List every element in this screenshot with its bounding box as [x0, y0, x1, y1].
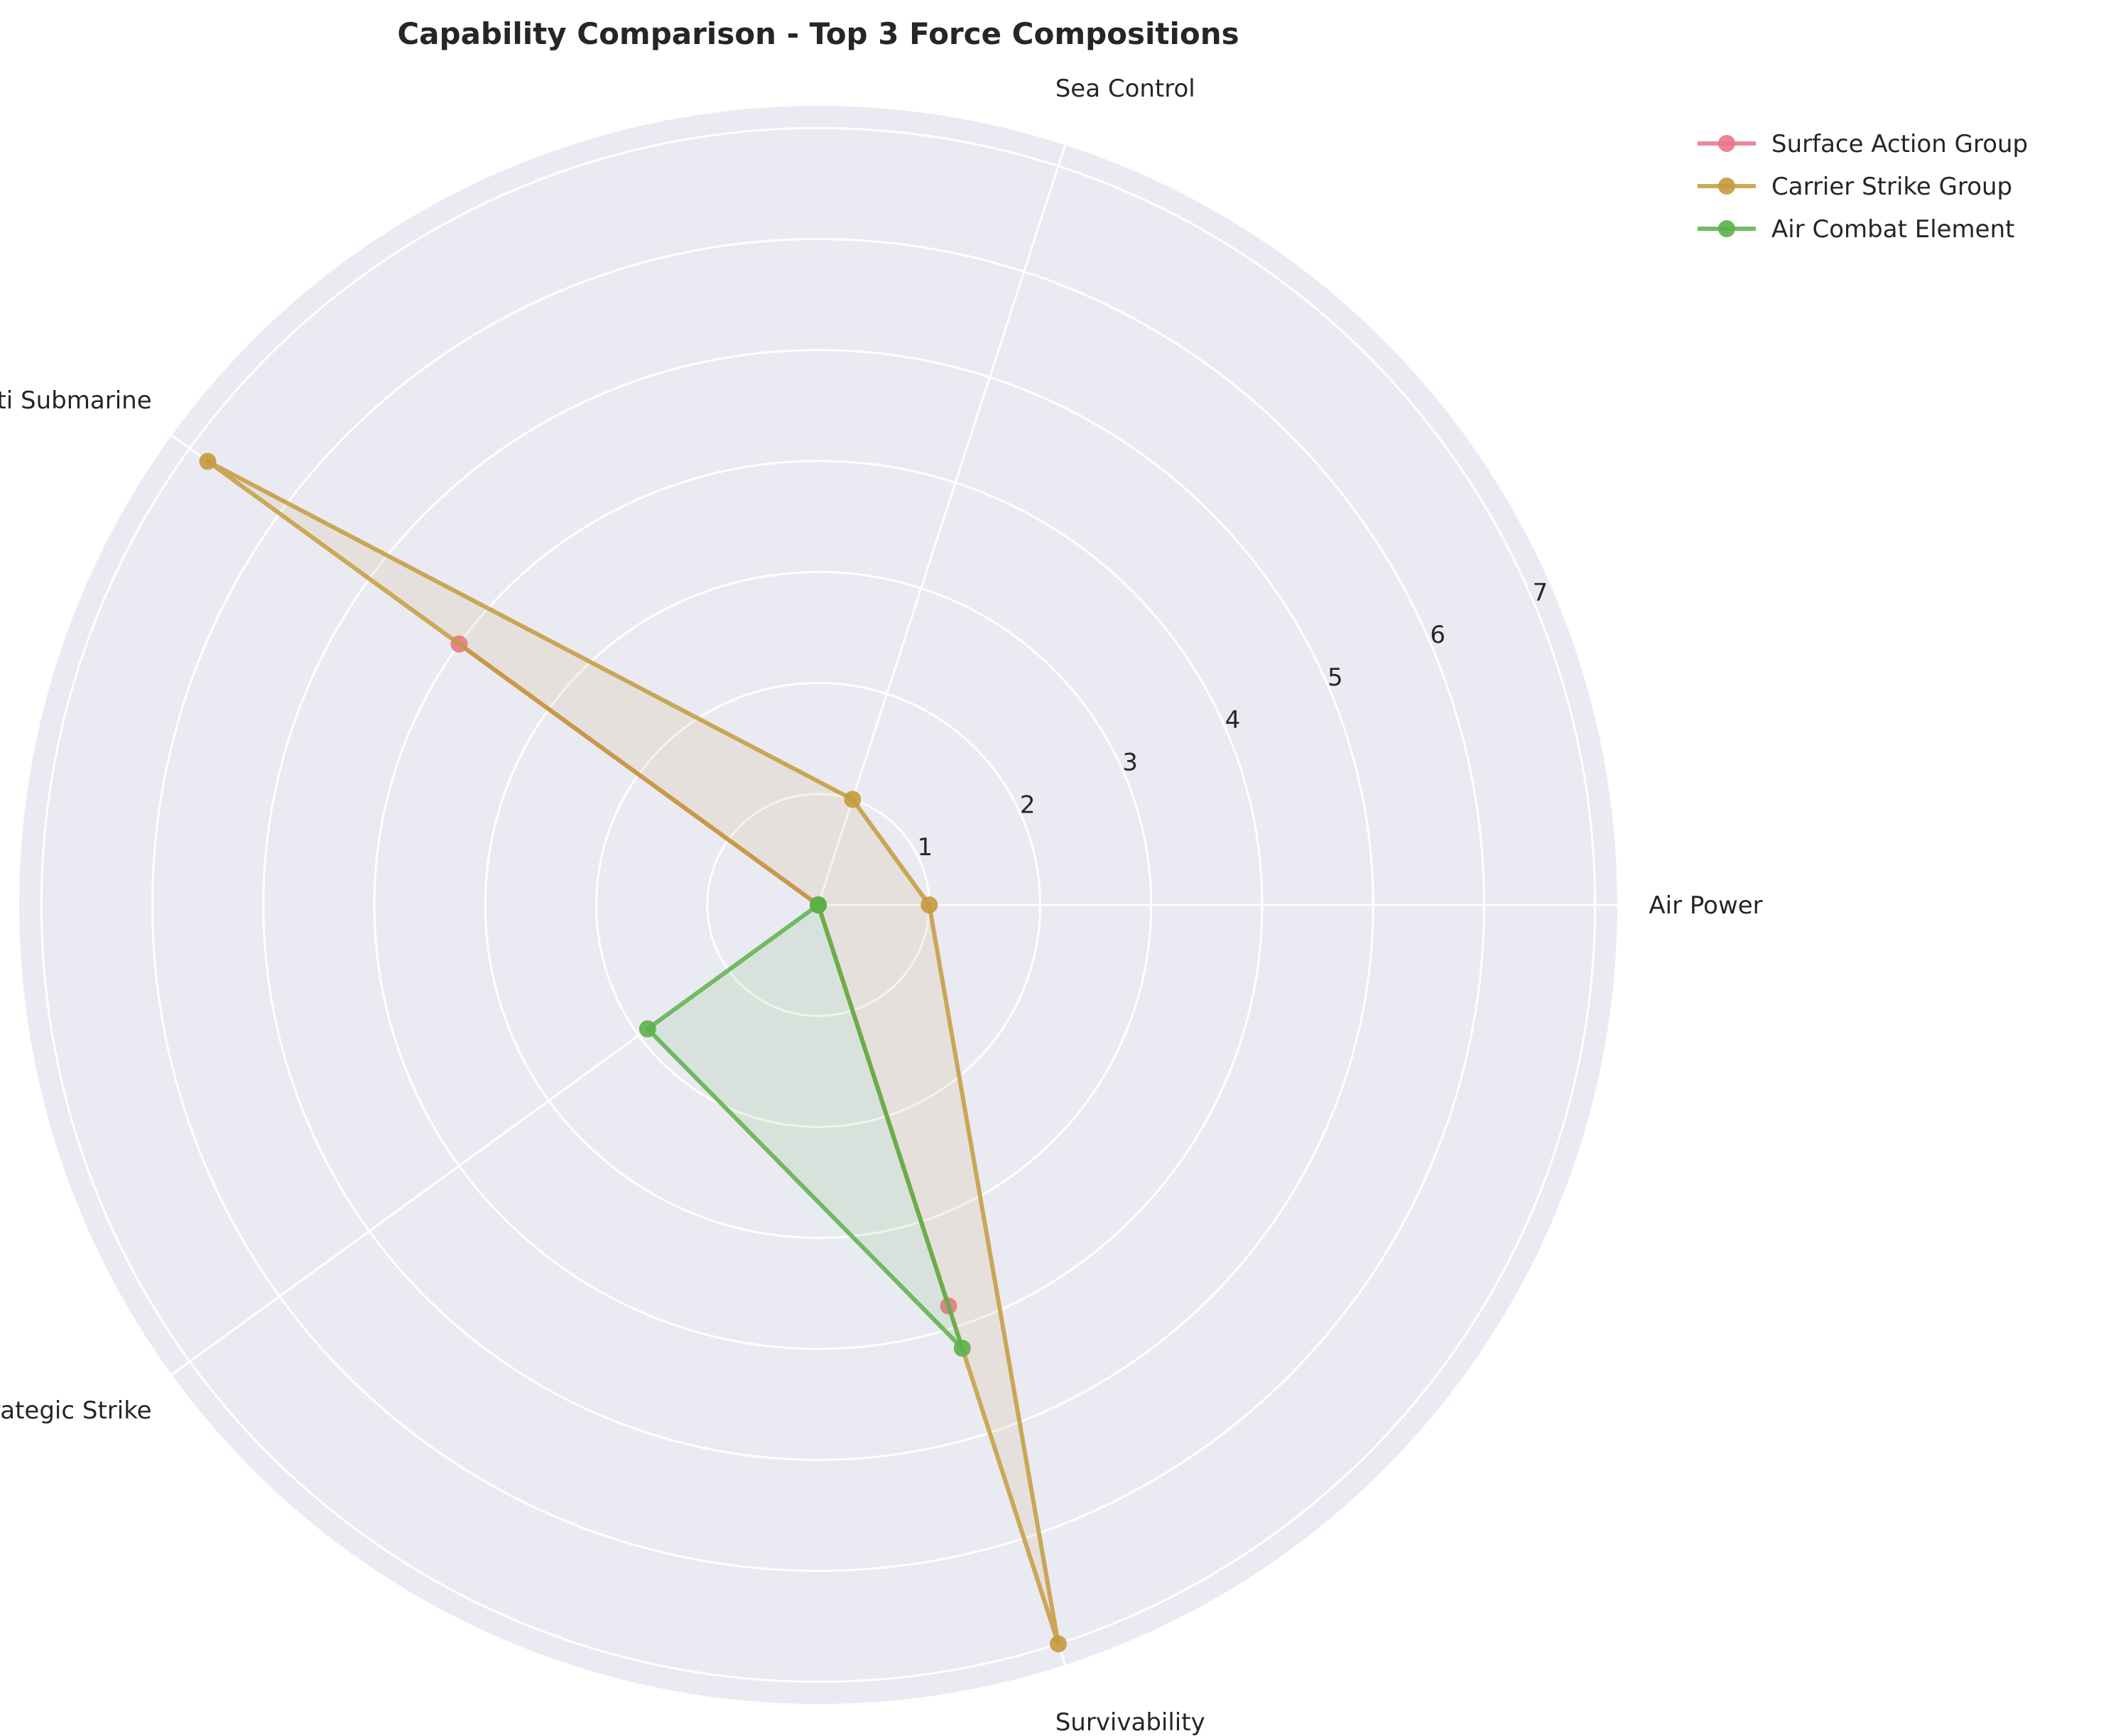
- tick-label: 6: [1430, 621, 1445, 649]
- radial-tick-labels: 1 2 3 4 5 6 7: [918, 578, 1548, 862]
- legend-marker: [1718, 220, 1735, 237]
- legend-label: Air Combat Element: [1771, 215, 2014, 244]
- series-group: [639, 896, 971, 1357]
- grid-spoke: [817, 144, 1067, 906]
- legend-item[interactable]: Carrier Strike Group: [1698, 173, 2012, 201]
- data-point: [844, 791, 862, 808]
- legend-marker: [1718, 135, 1735, 152]
- tick-label: 5: [1328, 663, 1343, 692]
- category-label: Air Power: [1649, 891, 1762, 920]
- category-label: Strategic Strike: [0, 1396, 152, 1425]
- series-line: [205, 459, 1060, 1647]
- tick-label: 2: [1020, 791, 1036, 819]
- data-point: [810, 896, 827, 913]
- data-series: [199, 452, 1067, 1653]
- tick-label: 4: [1225, 706, 1241, 734]
- category-label: Anti Submarine: [0, 386, 152, 415]
- legend[interactable]: Surface Action Group Carrier Strike Group…: [1698, 130, 2028, 244]
- legend-item[interactable]: Air Combat Element: [1698, 215, 2014, 244]
- legend-label: Surface Action Group: [1771, 130, 2028, 158]
- category-label: Survivability: [1055, 1708, 1205, 1736]
- tick-label: 3: [1122, 749, 1138, 777]
- legend-item[interactable]: Surface Action Group: [1698, 130, 2028, 158]
- legend-marker: [1718, 178, 1735, 195]
- series-fill: [207, 461, 1058, 1644]
- data-point: [639, 1020, 656, 1038]
- data-point: [953, 1340, 971, 1357]
- data-point: [1049, 1635, 1067, 1653]
- series-line: [645, 903, 965, 1351]
- data-point: [921, 896, 938, 913]
- data-point: [199, 452, 217, 470]
- tick-label: 7: [1533, 578, 1548, 607]
- chart-title: Capability Comparison - Top 3 Force Comp…: [397, 16, 1239, 51]
- tick-label: 1: [918, 833, 933, 862]
- legend-label: Carrier Strike Group: [1771, 173, 2012, 201]
- series-fill: [647, 905, 962, 1349]
- category-labels: Air Power Sea Control Anti Submarine Strate…: [0, 75, 1763, 1736]
- category-label: Sea Control: [1055, 75, 1195, 103]
